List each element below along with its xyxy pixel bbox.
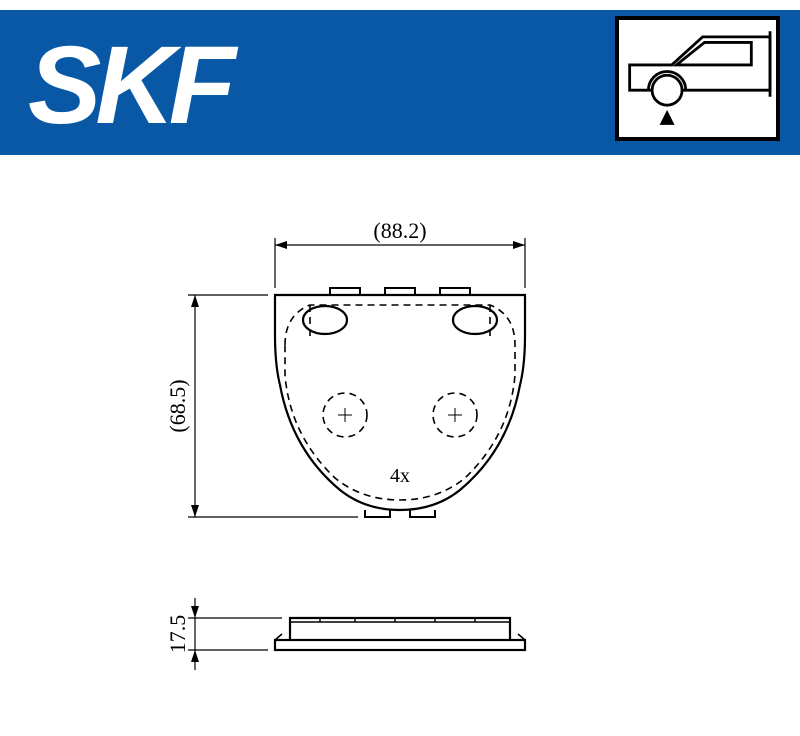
header: SKF (0, 0, 800, 160)
car-rear-icon (619, 20, 776, 137)
brake-pad-drawing: (88.2) (68.5) 4x 17.5 (130, 220, 670, 700)
rear-axle-icon (615, 16, 780, 141)
technical-drawing: (88.2) (68.5) 4x 17.5 (130, 220, 670, 700)
dimension-height: (68.5) (165, 379, 190, 432)
dimension-width: (88.2) (373, 218, 426, 243)
dimension-thickness: 17.5 (165, 615, 190, 654)
brand-logo: SKF (28, 22, 230, 149)
quantity-label: 4x (390, 465, 410, 487)
